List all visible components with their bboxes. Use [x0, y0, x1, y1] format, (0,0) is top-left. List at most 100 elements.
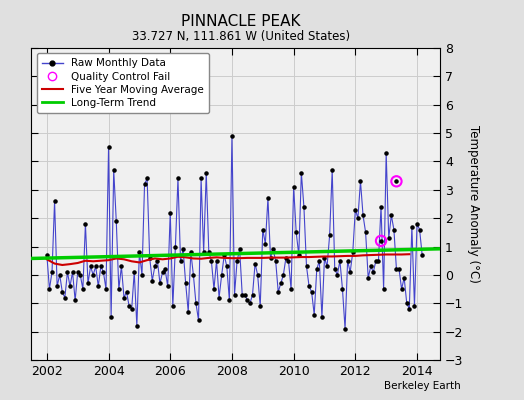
Point	[135, 249, 144, 256]
Point	[390, 226, 398, 233]
Point	[297, 170, 305, 176]
Point	[156, 280, 164, 287]
Point	[305, 283, 313, 290]
Point	[58, 289, 67, 295]
Point	[179, 246, 187, 252]
Point	[202, 170, 211, 176]
Point	[50, 198, 59, 204]
Point	[328, 167, 336, 173]
Point	[246, 300, 254, 306]
Point	[71, 297, 79, 304]
Point	[104, 144, 113, 150]
Point	[210, 286, 218, 292]
Y-axis label: Temperature Anomaly (°C): Temperature Anomaly (°C)	[467, 125, 480, 283]
Point	[117, 263, 126, 270]
Point	[220, 252, 228, 258]
Point	[243, 297, 252, 304]
Point	[42, 252, 51, 258]
Point	[76, 272, 84, 278]
Legend: Raw Monthly Data, Quality Control Fail, Five Year Moving Average, Long-Term Tren: Raw Monthly Data, Quality Control Fail, …	[37, 53, 209, 113]
Point	[320, 255, 329, 261]
Point	[254, 272, 262, 278]
Point	[264, 195, 272, 202]
Point	[292, 229, 300, 236]
Point	[148, 277, 157, 284]
Point	[374, 258, 383, 264]
Point	[94, 283, 103, 290]
Point	[323, 263, 331, 270]
Point	[333, 272, 342, 278]
Point	[259, 226, 267, 233]
Point	[377, 238, 385, 244]
Point	[385, 235, 393, 241]
Point	[364, 274, 373, 281]
Point	[107, 314, 115, 321]
Point	[294, 252, 303, 258]
Point	[392, 178, 401, 184]
Point	[285, 258, 293, 264]
Point	[231, 292, 239, 298]
Point	[302, 263, 311, 270]
Point	[217, 272, 226, 278]
Point	[402, 300, 411, 306]
Point	[387, 212, 396, 218]
Text: Berkeley Earth: Berkeley Earth	[385, 381, 461, 391]
Point	[248, 292, 257, 298]
Point	[408, 224, 416, 230]
Text: 33.727 N, 111.861 W (United States): 33.727 N, 111.861 W (United States)	[132, 30, 350, 43]
Point	[115, 286, 123, 292]
Point	[215, 294, 223, 301]
Point	[130, 269, 138, 275]
Point	[143, 175, 151, 182]
Point	[274, 289, 282, 295]
Point	[310, 312, 319, 318]
Point	[197, 175, 205, 182]
Point	[204, 249, 213, 256]
Point	[300, 204, 308, 210]
Point	[362, 229, 370, 236]
Point	[66, 283, 74, 290]
Point	[308, 289, 316, 295]
Point	[228, 133, 236, 139]
Point	[194, 317, 203, 324]
Point	[200, 249, 208, 256]
Point	[289, 184, 298, 190]
Point	[63, 269, 72, 275]
Point	[241, 292, 249, 298]
Point	[161, 266, 169, 272]
Point	[138, 272, 146, 278]
Point	[413, 221, 421, 227]
Point	[372, 258, 380, 264]
Point	[382, 150, 390, 156]
Point	[392, 266, 401, 272]
Point	[256, 303, 265, 309]
Point	[140, 181, 149, 187]
Point	[181, 280, 190, 287]
Point	[102, 286, 110, 292]
Point	[395, 266, 403, 272]
Point	[166, 209, 174, 216]
Point	[212, 258, 221, 264]
Point	[269, 246, 277, 252]
Point	[336, 258, 344, 264]
Point	[416, 226, 424, 233]
Point	[99, 269, 107, 275]
Point	[48, 269, 56, 275]
Point	[184, 308, 192, 315]
Point	[400, 274, 408, 281]
Point	[318, 314, 326, 321]
Point	[81, 221, 90, 227]
Point	[89, 272, 97, 278]
Point	[169, 303, 177, 309]
Point	[53, 283, 61, 290]
Point	[356, 178, 365, 184]
Point	[266, 255, 275, 261]
Point	[341, 326, 350, 332]
Point	[133, 323, 141, 329]
Point	[271, 258, 280, 264]
Point	[379, 286, 388, 292]
Point	[122, 289, 130, 295]
Point	[158, 269, 167, 275]
Point	[339, 286, 347, 292]
Point	[96, 263, 105, 270]
